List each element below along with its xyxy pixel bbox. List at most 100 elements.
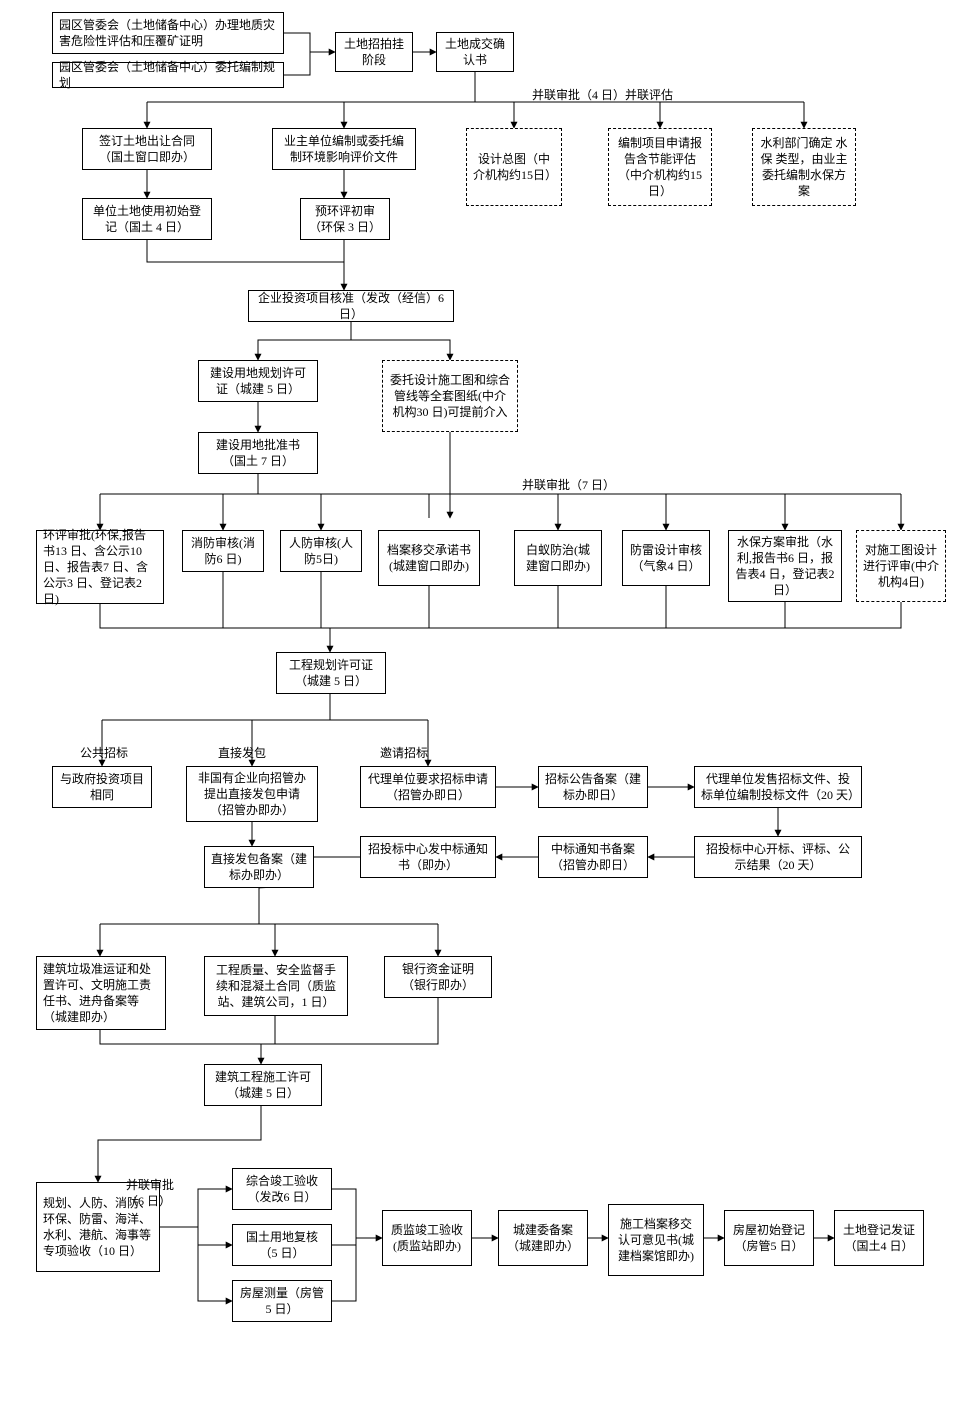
flow-node-text: 签订土地出让合同（国土窗口即办） — [89, 133, 205, 165]
flow-node-text: 招投标中心发中标通知书（即办） — [367, 841, 489, 873]
flow-node-text: 施工档案移交认可意见书(城建档案馆即办) — [615, 1216, 697, 1265]
flow-node-text: 质监竣工验收(质监站即办) — [389, 1222, 465, 1254]
flow-node-b1: 签订土地出让合同（国土窗口即办） — [82, 128, 212, 170]
flow-node-j6: 城建委备案（城建即办） — [498, 1210, 588, 1266]
flow-node-g9: 直接发包备案（建标办即办） — [204, 846, 314, 888]
flow-node-text: 白蚁防治(城建窗口即办) — [521, 542, 595, 574]
flow-node-g4: 招标公告备案（建标办即日） — [538, 766, 648, 808]
flow-label-6: （6 日） — [126, 1194, 171, 1210]
edge-61 — [198, 1227, 232, 1245]
flow-node-e7: 水保方案审批（水利,报告书6 日，报告表4 日，登记表2 日） — [728, 530, 842, 602]
flow-node-text: 企业投资项目核准（发改（经信）6 日） — [255, 290, 447, 322]
flow-node-d3: 委托设计施工图和综合管线等全套图纸(中介机构30 日)可提前介入 — [382, 360, 518, 432]
flow-node-h3: 银行资金证明（银行即办） — [384, 956, 492, 998]
flow-node-e2: 消防审核(消防6 日) — [182, 530, 264, 572]
flow-node-text: 土地成交确认书 — [443, 36, 507, 68]
flow-node-text: 水利部门确定 水保 类型，由业主委托编制水保方案 — [759, 135, 849, 200]
flow-node-j3: 国土用地复核（5 日） — [232, 1224, 332, 1266]
flow-node-j8: 房屋初始登记（房管5 日） — [724, 1210, 814, 1266]
flow-node-j9: 土地登记发证（国土4 日） — [834, 1210, 924, 1266]
flow-node-text: 城建委备案（城建即办） — [505, 1222, 581, 1254]
flow-label-0: 并联审批（4 日）并联评估 — [532, 88, 673, 104]
flow-node-h2: 工程质量、安全监督手续和混凝土合同（质监站、建筑公司，1 日） — [204, 956, 348, 1016]
flow-node-text: 水保方案审批（水利,报告书6 日，报告表4 日，登记表2 日） — [735, 534, 835, 599]
flow-node-d2: 建设用地批准书（国土 7 日） — [198, 432, 318, 474]
flow-node-text: 设计总图（中介机构约15日） — [473, 151, 555, 183]
flow-node-text: 非国有企业向招管办提出直接发包申请（招管办即办） — [193, 770, 311, 819]
flow-node-text: 国土用地复核（5 日） — [239, 1229, 325, 1261]
flow-node-a4: 土地成交确认书 — [436, 32, 514, 72]
flow-node-text: 环评审批(环保,报告书13 日、含公示10 日、报告表7 日、含公示3 日、登记… — [43, 527, 157, 608]
edge-0 — [284, 33, 335, 52]
flow-node-text: 工程规划许可证（城建 5 日） — [283, 657, 379, 689]
flow-node-text: 土地登记发证（国土4 日） — [841, 1222, 917, 1254]
flow-node-text: 单位土地使用初始登记（国土 4 日） — [89, 203, 205, 235]
flow-node-a3: 土地招拍挂阶段 — [335, 32, 413, 72]
edge-38 — [102, 694, 330, 720]
edge-12 — [147, 240, 344, 262]
flow-node-a1: 园区管委会（土地储备中心）办理地质灾害危险性评估和压覆矿证明 — [52, 12, 284, 54]
flow-node-g6: 招投标中心开标、评标、公示结果（20 天） — [694, 836, 862, 878]
flow-node-text: 园区管委会（土地储备中心）办理地质灾害危险性评估和压覆矿证明 — [59, 17, 277, 49]
flow-node-text: 土地招拍挂阶段 — [342, 36, 406, 68]
flow-node-a2: 园区管委会（土地储备中心）委托编制规划 — [52, 62, 284, 88]
flow-node-g3: 代理单位要求招标申请（招管办即日） — [360, 766, 496, 808]
flow-node-b6: 编制项目申请报告含节能评估（中介机构约15日） — [608, 128, 712, 206]
flow-node-e4: 档案移交承诺书(城建窗口即办) — [378, 530, 480, 586]
flow-node-b7: 水利部门确定 水保 类型，由业主委托编制水保方案 — [752, 128, 856, 206]
edge-55 — [100, 1030, 261, 1044]
flow-node-e5: 白蚁防治(城建窗口即办) — [514, 530, 602, 586]
flow-node-text: 招投标中心开标、评标、公示结果（20 天） — [701, 841, 855, 873]
flow-node-text: 综合竣工验收（发改6 日） — [239, 1173, 325, 1205]
edge-14 — [258, 322, 351, 360]
flow-node-text: 建筑工程施工许可（城建 5 日） — [211, 1069, 315, 1101]
flow-node-text: 人防审核(人防5日) — [287, 535, 355, 567]
flow-node-text: 与政府投资项目相同 — [59, 771, 145, 803]
flow-node-e8: 对施工图设计进行评审(中介机构4日) — [856, 530, 946, 602]
edge-1 — [284, 52, 310, 75]
flow-label-1: 并联审批（7 日） — [522, 478, 615, 494]
flow-node-f1: 工程规划许可证（城建 5 日） — [276, 652, 386, 694]
edge-65 — [332, 1238, 382, 1301]
flow-node-b5: 设计总图（中介机构约15日） — [466, 128, 562, 206]
flow-label-5: 并联审批 — [126, 1178, 174, 1194]
flow-node-text: 防雷设计审核（气象4 日） — [629, 542, 703, 574]
flow-node-text: 建设用地规划许可证（城建 5 日） — [205, 365, 311, 397]
flow-node-text: 代理单位发售招标文件、投标单位编制投标文件（20 天） — [701, 771, 855, 803]
flow-node-g5: 代理单位发售招标文件、投标单位编制投标文件（20 天） — [694, 766, 862, 808]
flow-node-text: 委托设计施工图和综合管线等全套图纸(中介机构30 日)可提前介入 — [389, 372, 511, 421]
flow-node-text: 代理单位要求招标申请（招管办即日） — [367, 771, 489, 803]
flow-node-h1: 建筑垃圾准运证和处置许可、文明施工责任书、进舟备案等（城建即办） — [36, 956, 166, 1030]
flow-node-text: 房屋测量（房管5 日） — [239, 1285, 325, 1317]
flow-node-text: 中标通知书备案（招管办即日） — [545, 841, 641, 873]
flow-node-text: 对施工图设计进行评审(中介机构4日) — [863, 542, 939, 591]
flow-node-text: 预环评初审（环保 3 日） — [307, 203, 383, 235]
flow-node-text: 工程质量、安全监督手续和混凝土合同（质监站、建筑公司，1 日） — [211, 962, 341, 1011]
flow-node-c1: 企业投资项目核准（发改（经信）6 日） — [248, 290, 454, 322]
flow-label-2: 公共招标 — [80, 746, 128, 762]
flow-node-e1: 环评审批(环保,报告书13 日、含公示10 日、报告表7 日、含公示3 日、登记… — [36, 530, 164, 604]
edge-18 — [258, 474, 450, 494]
edge-63 — [332, 1189, 356, 1238]
flow-label-4: 邀请招标 — [380, 746, 428, 762]
flow-node-text: 编制项目申请报告含节能评估（中介机构约15日） — [615, 135, 705, 200]
flow-node-j5: 质监竣工验收(质监站即办) — [382, 1210, 472, 1266]
edge-15 — [351, 340, 450, 360]
flow-node-text: 园区管委会（土地储备中心）委托编制规划 — [59, 59, 277, 91]
flow-node-g2: 非国有企业向招管办提出直接发包申请（招管办即办） — [186, 766, 318, 822]
flow-node-g1: 与政府投资项目相同 — [52, 766, 152, 808]
edge-29 — [100, 604, 330, 628]
flow-node-b4: 预环评初审（环保 3 日） — [300, 198, 390, 240]
flow-node-b2: 单位土地使用初始登记（国土 4 日） — [82, 198, 212, 240]
edge-62 — [198, 1245, 232, 1301]
flow-node-text: 建设用地批准书（国土 7 日） — [205, 437, 311, 469]
flow-node-e6: 防雷设计审核（气象4 日） — [622, 530, 710, 586]
flow-node-g8: 招投标中心发中标通知书（即办） — [360, 836, 496, 878]
flow-node-e3: 人防审核(人防5日) — [280, 530, 362, 572]
flow-node-j2: 综合竣工验收（发改6 日） — [232, 1168, 332, 1210]
flow-node-j4: 房屋测量（房管5 日） — [232, 1280, 332, 1322]
flow-node-j7: 施工档案移交认可意见书(城建档案馆即办) — [608, 1204, 704, 1276]
edge-50 — [100, 888, 259, 924]
flow-node-d1: 建设用地规划许可证（城建 5 日） — [198, 360, 318, 402]
flow-node-text: 银行资金证明（银行即办） — [391, 961, 485, 993]
